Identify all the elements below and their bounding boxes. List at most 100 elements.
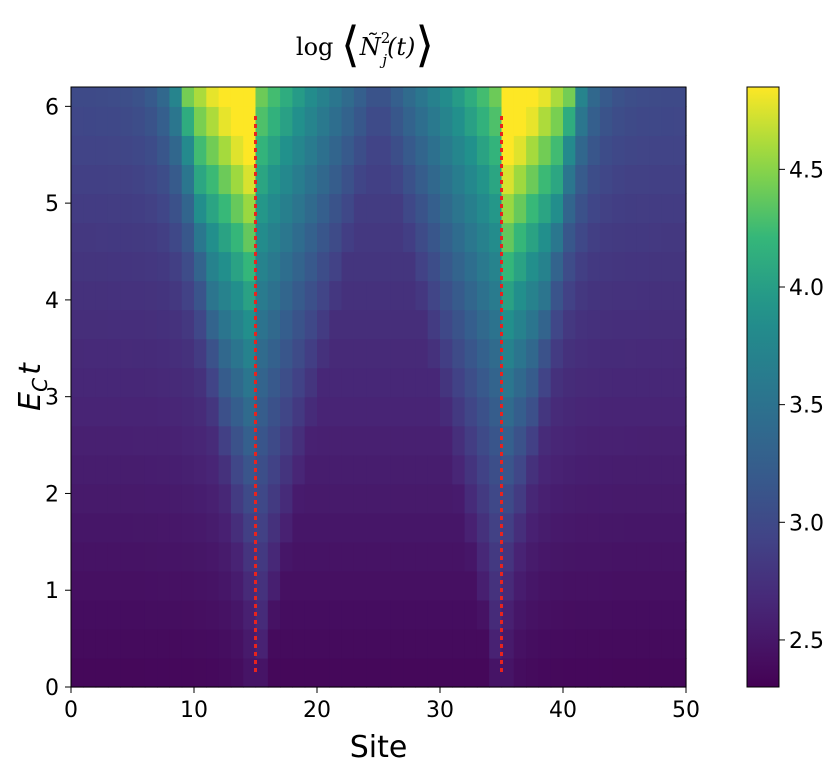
- heatmap-cell: [599, 483, 613, 514]
- heatmap-cell: [378, 222, 392, 253]
- heatmap-cell: [378, 135, 392, 166]
- heatmap-cell: [157, 483, 170, 514]
- heatmap-cell: [243, 570, 257, 601]
- heatmap-cell: [304, 570, 318, 601]
- heatmap-cell: [452, 338, 466, 369]
- heatmap-cell: [132, 135, 146, 166]
- heatmap-cell: [218, 106, 232, 136]
- heatmap-cell: [206, 541, 220, 572]
- heatmap-cell: [329, 657, 343, 688]
- heatmap-cell: [440, 512, 453, 543]
- heatmap-cell: [267, 599, 281, 630]
- heatmap-cell: [649, 222, 662, 253]
- heatmap-cell: [317, 87, 330, 107]
- heatmap-cell: [476, 193, 490, 224]
- heatmap-cell: [83, 483, 97, 514]
- heatmap-cell: [230, 425, 244, 456]
- heatmap-cell: [317, 425, 330, 456]
- heatmap-cell: [71, 570, 84, 601]
- heatmap-cell: [366, 570, 380, 601]
- heatmap-cell: [464, 87, 478, 107]
- heatmap-cell: [341, 280, 355, 311]
- heatmap-cell: [587, 135, 601, 166]
- heatmap-cell: [636, 570, 650, 601]
- heatmap-cell: [353, 106, 367, 136]
- heatmap-cell: [378, 309, 392, 340]
- heatmap-cell: [575, 251, 589, 282]
- heatmap-cell: [427, 454, 441, 485]
- heatmap-cell: [267, 483, 281, 514]
- heatmap-cell: [169, 106, 183, 136]
- heatmap-cell: [280, 512, 293, 543]
- heatmap-cell: [243, 396, 257, 427]
- plot-frame: [70, 86, 687, 688]
- heatmap-cell: [563, 309, 576, 340]
- heatmap-cell: [526, 512, 539, 543]
- heatmap-cell: [230, 135, 244, 166]
- heatmap-cell: [575, 599, 589, 630]
- heatmap-cell: [464, 251, 478, 282]
- heatmap-cell: [120, 367, 134, 398]
- heatmap-cell: [267, 135, 281, 166]
- heatmap-cell: [255, 164, 269, 195]
- heatmap-cell: [304, 193, 318, 224]
- heatmap-cell: [341, 570, 355, 601]
- heatmap-cell: [661, 425, 675, 456]
- heatmap-cell: [169, 338, 183, 369]
- heatmap-cell: [378, 164, 392, 195]
- heatmap-cell: [366, 541, 380, 572]
- heatmap-cell: [538, 454, 552, 485]
- heatmap-cell: [673, 425, 687, 456]
- heatmap-cell: [157, 541, 170, 572]
- y-tick-label: 4: [45, 289, 59, 314]
- heatmap-cell: [415, 135, 429, 166]
- heatmap-cell: [649, 87, 662, 107]
- heatmap-cell: [169, 309, 183, 340]
- heatmap-cell: [538, 657, 552, 688]
- heatmap-cell: [218, 570, 232, 601]
- heatmap-cell: [427, 251, 441, 282]
- heatmap-cell: [636, 628, 650, 659]
- heatmap-cell: [427, 135, 441, 166]
- heatmap-cell: [95, 512, 109, 543]
- heatmap-cell: [341, 367, 355, 398]
- heatmap-cell: [538, 367, 552, 398]
- heatmap-cell: [415, 541, 429, 572]
- heatmap-cell: [575, 367, 589, 398]
- heatmap-cell: [292, 251, 306, 282]
- heatmap-cell: [513, 338, 527, 369]
- heatmap-cell: [83, 541, 97, 572]
- heatmap-cell: [452, 309, 466, 340]
- heatmap-cell: [132, 193, 146, 224]
- heatmap-cell: [132, 338, 146, 369]
- heatmap-cell: [120, 541, 134, 572]
- heatmap-cell: [230, 454, 244, 485]
- heatmap-cell: [513, 309, 527, 340]
- heatmap-cell: [563, 570, 576, 601]
- heatmap-cell: [513, 483, 527, 514]
- heatmap-cell: [83, 251, 97, 282]
- heatmap-cell: [206, 425, 220, 456]
- heatmap-cell: [218, 222, 232, 253]
- heatmap-cell: [501, 222, 515, 253]
- heatmap-cell: [403, 164, 416, 195]
- heatmap-cell: [366, 483, 380, 514]
- heatmap-cell: [83, 193, 97, 224]
- heatmap-cell: [403, 570, 416, 601]
- heatmap-cell: [83, 87, 97, 107]
- heatmap-cell: [194, 367, 207, 398]
- heatmap-cell: [587, 280, 601, 311]
- heatmap-cell: [440, 367, 453, 398]
- heatmap-cell: [218, 367, 232, 398]
- heatmap-cell: [181, 193, 195, 224]
- heatmap-cell: [304, 164, 318, 195]
- heatmap-cell: [83, 309, 97, 340]
- heatmap-cell: [132, 541, 146, 572]
- heatmap-cell: [230, 251, 244, 282]
- heatmap-cell: [427, 599, 441, 630]
- heatmap-cell: [526, 570, 539, 601]
- heatmap-cell: [120, 280, 134, 311]
- heatmap-cell: [144, 454, 158, 485]
- heatmap-cell: [612, 628, 626, 659]
- heatmap-cell: [280, 309, 293, 340]
